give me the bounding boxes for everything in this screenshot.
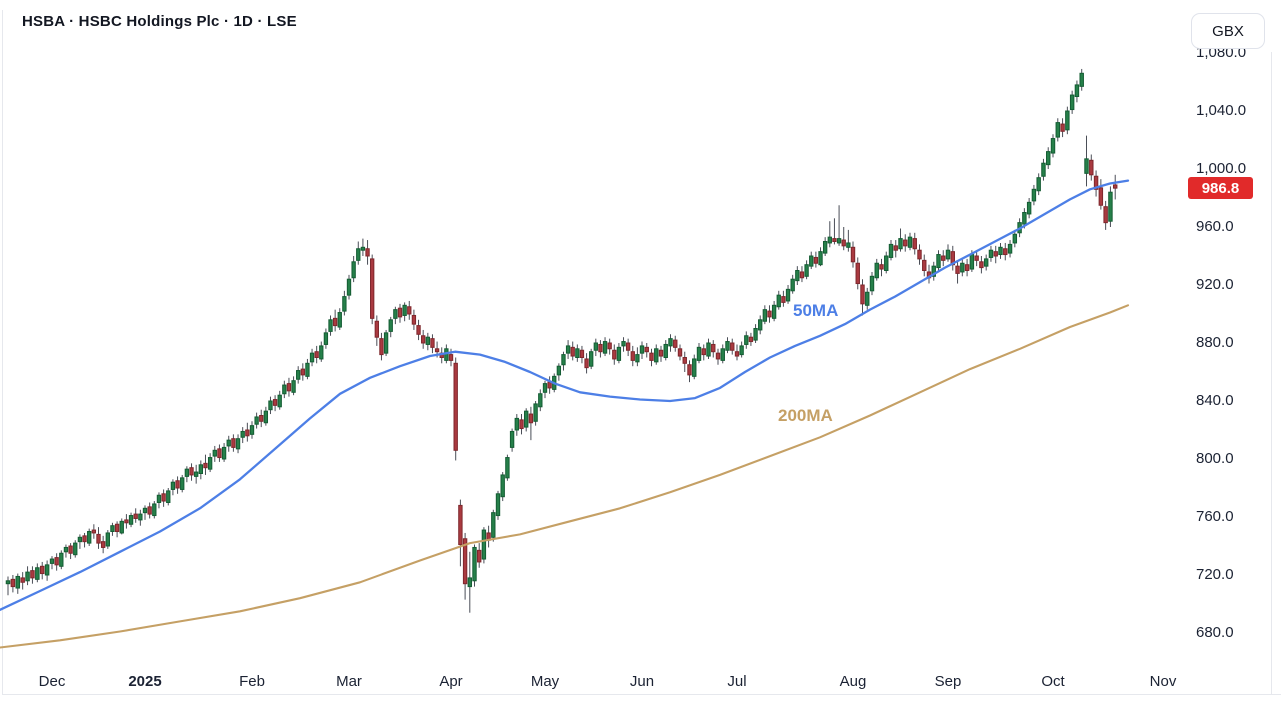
y-axis-tick: 880.0 <box>1196 334 1234 351</box>
ma50-line <box>0 179 1130 611</box>
currency-button[interactable]: GBX <box>1191 13 1265 49</box>
x-axis-label: May <box>530 673 560 690</box>
ma50-label: 50MA <box>793 301 839 320</box>
x-axis-label: Mar <box>336 673 362 690</box>
last-price-badge: 986.8 <box>1188 177 1253 200</box>
x-axis-label: Apr <box>439 673 463 690</box>
y-axis-tick: 720.0 <box>1196 566 1234 583</box>
y-axis-tick: 960.0 <box>1196 218 1234 235</box>
x-axis-label: Aug <box>839 673 867 690</box>
y-axis-tick: 1,000.0 <box>1196 160 1247 177</box>
symbol-title: HSBA · HSBC Holdings Plc · 1D · LSE <box>22 13 297 30</box>
ma200-line <box>0 304 1130 649</box>
y-axis-tick: 760.0 <box>1196 508 1234 525</box>
y-axis-tick: 920.0 <box>1196 276 1234 293</box>
y-axis-tick: 840.0 <box>1196 392 1234 409</box>
candles-layer <box>5 68 1118 613</box>
x-axis-label: Jul <box>727 673 747 690</box>
x-axis-label: Feb <box>239 673 265 690</box>
x-axis-label: Sep <box>934 673 962 690</box>
ma200-label: 200MA <box>778 406 833 425</box>
x-axis-label: Dec <box>38 673 66 690</box>
x-axis-label: Jun <box>629 673 655 690</box>
y-axis-tick: 680.0 <box>1196 624 1234 641</box>
x-axis-label: Nov <box>1149 673 1177 690</box>
x-axis-label: 2025 <box>128 673 162 690</box>
y-axis-tick: 800.0 <box>1196 450 1234 467</box>
x-axis-label: Oct <box>1041 673 1065 690</box>
y-axis-tick: 1,040.0 <box>1196 102 1247 119</box>
